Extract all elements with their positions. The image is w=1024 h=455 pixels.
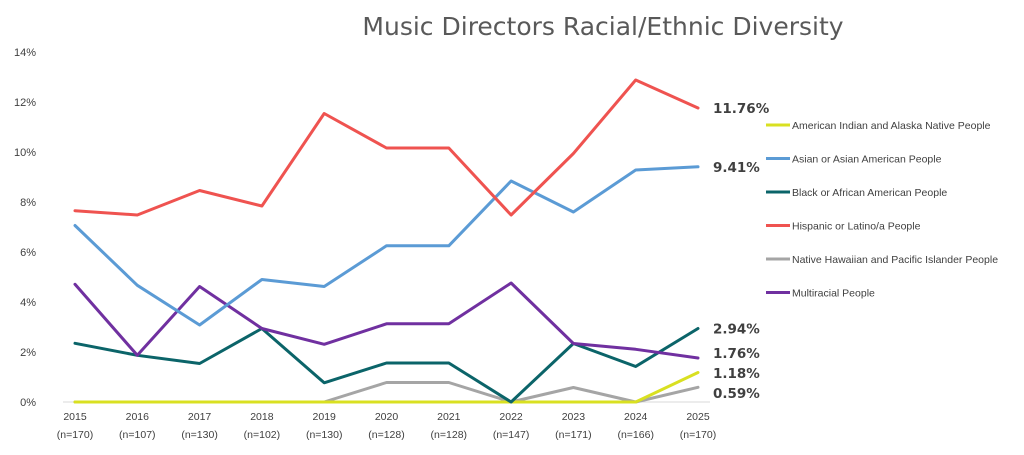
legend-label: Native Hawaiian and Pacific Islander Peo… bbox=[792, 254, 998, 266]
series-end-label: 0.59% bbox=[713, 386, 760, 402]
series-line bbox=[73, 78, 700, 217]
y-tick-label: 14% bbox=[14, 47, 36, 59]
y-tick-label: 6% bbox=[20, 247, 36, 259]
x-tick-sample-size: (n=102) bbox=[244, 429, 280, 441]
series-line bbox=[73, 165, 700, 327]
x-tick-sample-size: (n=128) bbox=[368, 429, 404, 441]
y-axis: 0% 2% 4% 6% 8% 10% 12% 14% bbox=[14, 47, 36, 409]
series-lines bbox=[73, 78, 700, 404]
x-tick-sample-size: (n=166) bbox=[617, 429, 653, 441]
x-tick-sample-size: (n=128) bbox=[431, 429, 467, 441]
x-tick-sample-size: (n=170) bbox=[680, 429, 716, 441]
legend-label: Asian or Asian American People bbox=[792, 154, 942, 166]
x-tick-sample-size: (n=171) bbox=[555, 429, 591, 441]
end-labels: 11.76% 9.41% 2.94% 1.76% 1.18% 0.59% bbox=[713, 101, 770, 402]
series-line bbox=[73, 281, 700, 360]
legend-label: Black or African American People bbox=[792, 187, 947, 199]
x-tick-sample-size: (n=107) bbox=[119, 429, 155, 441]
x-tick-label: 2016 bbox=[126, 411, 150, 423]
x-tick-label: 2022 bbox=[499, 411, 523, 423]
x-tick-label: 2021 bbox=[437, 411, 461, 423]
legend: American Indian and Alaska Native People… bbox=[766, 120, 998, 300]
x-tick-label: 2018 bbox=[250, 411, 274, 423]
y-tick-label: 8% bbox=[20, 197, 36, 209]
x-tick-label: 2024 bbox=[624, 411, 648, 423]
x-tick-label: 2025 bbox=[686, 411, 710, 423]
x-axis: 2015 (n=170) 2016 (n=107) 2017 (n=130) 2018 (n=… bbox=[57, 401, 716, 441]
y-tick-label: 12% bbox=[14, 97, 36, 109]
series-line bbox=[73, 327, 700, 404]
y-tick-label: 2% bbox=[20, 347, 36, 359]
legend-label: Hispanic or Latino/a People bbox=[792, 221, 921, 233]
x-tick-sample-size: (n=130) bbox=[181, 429, 217, 441]
legend-label: American Indian and Alaska Native People bbox=[792, 120, 991, 132]
series-end-label: 2.94% bbox=[713, 322, 760, 338]
series-line bbox=[73, 371, 700, 404]
y-tick-label: 0% bbox=[20, 397, 36, 409]
x-tick-sample-size: (n=130) bbox=[306, 429, 342, 441]
series-end-label: 11.76% bbox=[713, 101, 770, 117]
series-line bbox=[73, 381, 700, 404]
x-tick-sample-size: (n=147) bbox=[493, 429, 529, 441]
series-end-label: 9.41% bbox=[713, 160, 760, 176]
x-tick-sample-size: (n=170) bbox=[57, 429, 93, 441]
series-end-label: 1.76% bbox=[713, 346, 760, 362]
y-tick-label: 10% bbox=[14, 147, 36, 159]
x-tick-label: 2019 bbox=[313, 411, 337, 423]
legend-label: Multiracial People bbox=[792, 288, 875, 300]
chart-title: Music Directors Racial/Ethnic Diversity bbox=[362, 12, 844, 41]
y-tick-label: 4% bbox=[20, 297, 36, 309]
series-end-label: 1.18% bbox=[713, 366, 760, 382]
x-tick-label: 2023 bbox=[562, 411, 586, 423]
x-tick-label: 2017 bbox=[188, 411, 212, 423]
x-tick-label: 2015 bbox=[63, 411, 87, 423]
x-tick-label: 2020 bbox=[375, 411, 399, 423]
